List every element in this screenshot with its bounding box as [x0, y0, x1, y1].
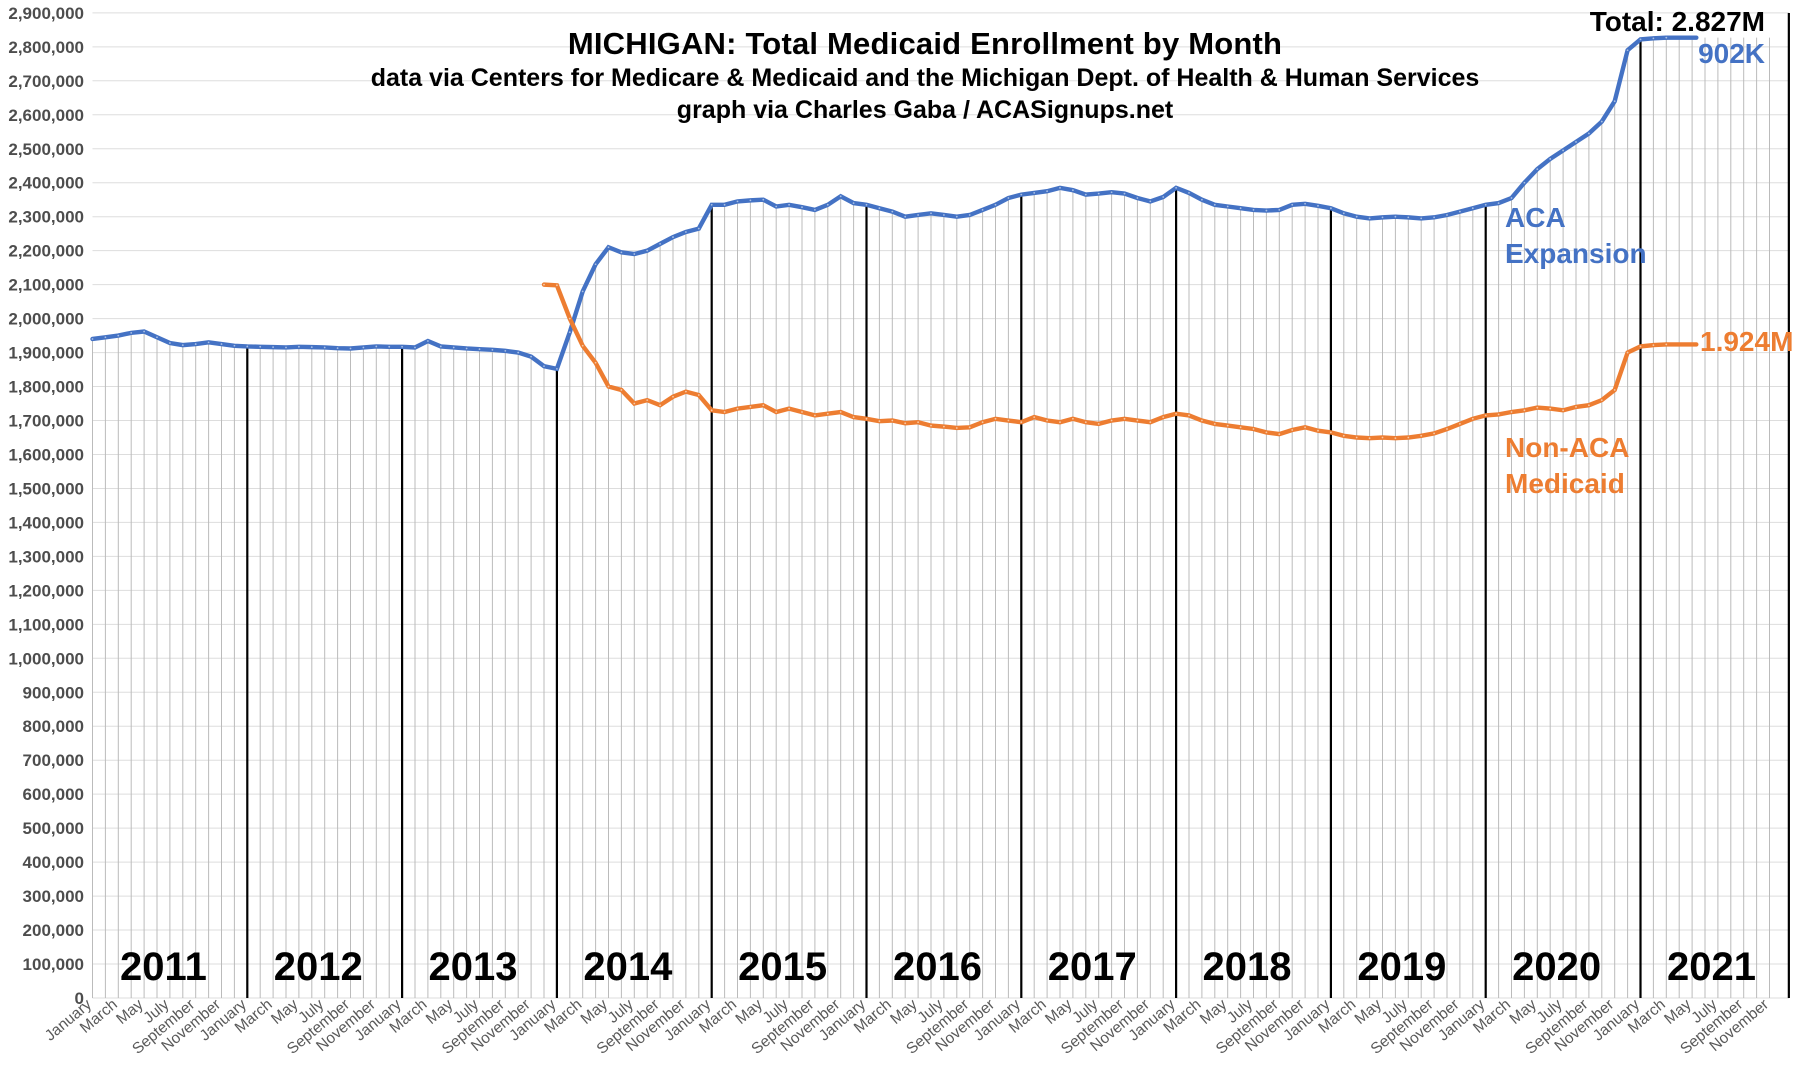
svg-text:1,500,000: 1,500,000: [8, 479, 84, 498]
svg-text:2,100,000: 2,100,000: [8, 276, 84, 295]
svg-text:2011: 2011: [120, 945, 207, 989]
svg-text:800,000: 800,000: [23, 717, 84, 736]
svg-text:2,400,000: 2,400,000: [8, 174, 84, 193]
svg-text:2012: 2012: [274, 945, 363, 989]
svg-text:1,100,000: 1,100,000: [8, 615, 84, 634]
svg-text:2,200,000: 2,200,000: [8, 242, 84, 261]
svg-text:2013: 2013: [429, 945, 518, 989]
svg-text:1,800,000: 1,800,000: [8, 378, 84, 397]
svg-text:1,900,000: 1,900,000: [8, 344, 84, 363]
svg-text:1,300,000: 1,300,000: [8, 547, 84, 566]
svg-text:400,000: 400,000: [23, 853, 84, 872]
svg-text:2017: 2017: [1048, 945, 1137, 989]
svg-text:2,900,000: 2,900,000: [8, 4, 84, 23]
svg-text:500,000: 500,000: [23, 819, 84, 838]
svg-text:1,400,000: 1,400,000: [8, 513, 84, 532]
svg-text:2,600,000: 2,600,000: [8, 106, 84, 125]
svg-text:2,500,000: 2,500,000: [8, 140, 84, 159]
svg-text:2,300,000: 2,300,000: [8, 208, 84, 227]
svg-text:1,000,000: 1,000,000: [8, 649, 84, 668]
svg-text:2015: 2015: [738, 945, 827, 989]
svg-text:600,000: 600,000: [23, 785, 84, 804]
svg-text:2020: 2020: [1512, 945, 1601, 989]
svg-text:100,000: 100,000: [23, 955, 84, 974]
svg-text:900,000: 900,000: [23, 683, 84, 702]
svg-text:2018: 2018: [1203, 945, 1292, 989]
svg-text:2,700,000: 2,700,000: [8, 72, 84, 91]
svg-text:2,000,000: 2,000,000: [8, 310, 84, 329]
svg-text:1,600,000: 1,600,000: [8, 445, 84, 464]
svg-text:2,800,000: 2,800,000: [8, 38, 84, 57]
svg-text:300,000: 300,000: [23, 887, 84, 906]
svg-text:2016: 2016: [893, 945, 982, 989]
svg-text:2019: 2019: [1357, 945, 1446, 989]
svg-text:1,200,000: 1,200,000: [8, 581, 84, 600]
svg-text:2021: 2021: [1667, 945, 1756, 989]
svg-text:2014: 2014: [583, 945, 673, 989]
svg-text:200,000: 200,000: [23, 921, 84, 940]
svg-text:700,000: 700,000: [23, 751, 84, 770]
svg-text:1,700,000: 1,700,000: [8, 412, 84, 431]
